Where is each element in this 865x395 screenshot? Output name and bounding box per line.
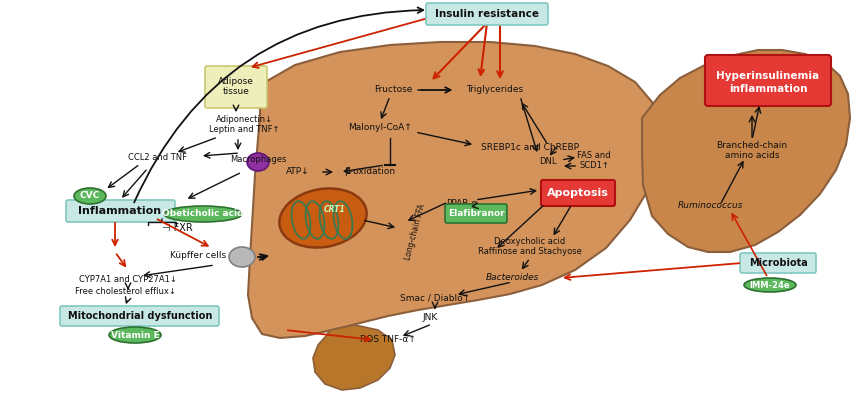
Text: Bacteroides: Bacteroides	[485, 273, 539, 282]
Ellipse shape	[247, 153, 269, 171]
Text: CYP7A1 and CYP27A1↓: CYP7A1 and CYP27A1↓	[79, 275, 177, 284]
Text: ROS TNF-α↑: ROS TNF-α↑	[360, 335, 416, 344]
Polygon shape	[642, 50, 850, 252]
Text: Küpffer cells: Küpffer cells	[170, 250, 226, 260]
Text: Fructose: Fructose	[374, 85, 413, 94]
Text: inflammation: inflammation	[728, 84, 807, 94]
Text: Smac / Diablo↑: Smac / Diablo↑	[400, 293, 470, 303]
Text: β-oxidation: β-oxidation	[344, 167, 395, 177]
Text: Free cholesterol efflux↓: Free cholesterol efflux↓	[74, 288, 176, 297]
Text: SREBP1c and ChREBP: SREBP1c and ChREBP	[481, 143, 579, 152]
Text: FAS and: FAS and	[577, 150, 611, 160]
Text: Vitamin E: Vitamin E	[111, 331, 159, 339]
FancyBboxPatch shape	[541, 180, 615, 206]
Text: Adipose: Adipose	[218, 77, 254, 87]
Text: Elafibranor: Elafibranor	[448, 209, 504, 218]
Text: CVC: CVC	[80, 192, 100, 201]
Text: Malonyl-CoA↑: Malonyl-CoA↑	[348, 124, 412, 132]
Text: Ruminococcus: Ruminococcus	[677, 201, 743, 209]
Ellipse shape	[229, 247, 255, 267]
Text: Microbiota: Microbiota	[748, 258, 807, 268]
FancyBboxPatch shape	[426, 3, 548, 25]
Text: CCL2 and TNF: CCL2 and TNF	[129, 154, 188, 162]
Text: Long-chain FFA: Long-chain FFA	[403, 203, 426, 261]
Text: PPAR-α: PPAR-α	[446, 199, 477, 207]
Text: Macrophages: Macrophages	[230, 156, 286, 164]
Ellipse shape	[744, 278, 796, 292]
Text: Leptin and TNF↑: Leptin and TNF↑	[208, 126, 279, 135]
Ellipse shape	[74, 188, 106, 204]
Text: Branched-chain: Branched-chain	[716, 141, 787, 149]
Text: ATP↓: ATP↓	[286, 167, 310, 177]
Text: Raffinose and Stachyose: Raffinose and Stachyose	[478, 248, 582, 256]
FancyBboxPatch shape	[740, 253, 816, 273]
Ellipse shape	[109, 327, 161, 343]
Text: Apoptosis: Apoptosis	[547, 188, 609, 198]
Text: Mitochondrial dysfunction: Mitochondrial dysfunction	[67, 311, 212, 321]
Text: SCD1↑: SCD1↑	[579, 160, 609, 169]
Text: ⊣ FXR: ⊣ FXR	[162, 223, 193, 233]
Text: Adiponectin↓: Adiponectin↓	[215, 115, 272, 124]
FancyBboxPatch shape	[445, 204, 507, 223]
Text: CRT1: CRT1	[324, 205, 346, 214]
Ellipse shape	[279, 188, 367, 248]
Text: Deoxycholic acid: Deoxycholic acid	[495, 237, 566, 246]
Polygon shape	[313, 325, 395, 390]
FancyBboxPatch shape	[205, 66, 267, 108]
FancyBboxPatch shape	[66, 200, 175, 222]
FancyBboxPatch shape	[705, 55, 831, 106]
Text: tissue: tissue	[222, 88, 249, 96]
FancyBboxPatch shape	[60, 306, 219, 326]
Ellipse shape	[164, 206, 242, 222]
Text: JNK: JNK	[422, 314, 438, 322]
Text: Triglycerides: Triglycerides	[466, 85, 523, 94]
Text: Obeticholic acid: Obeticholic acid	[163, 209, 244, 218]
Text: Inflammation: Inflammation	[79, 206, 162, 216]
Text: amino acids: amino acids	[725, 150, 779, 160]
Text: IMM-24e: IMM-24e	[750, 280, 791, 290]
Text: Insulin resistance: Insulin resistance	[435, 9, 539, 19]
Polygon shape	[248, 42, 660, 338]
Text: DNL: DNL	[539, 158, 557, 167]
Text: Hyperinsulinemia: Hyperinsulinemia	[716, 71, 819, 81]
